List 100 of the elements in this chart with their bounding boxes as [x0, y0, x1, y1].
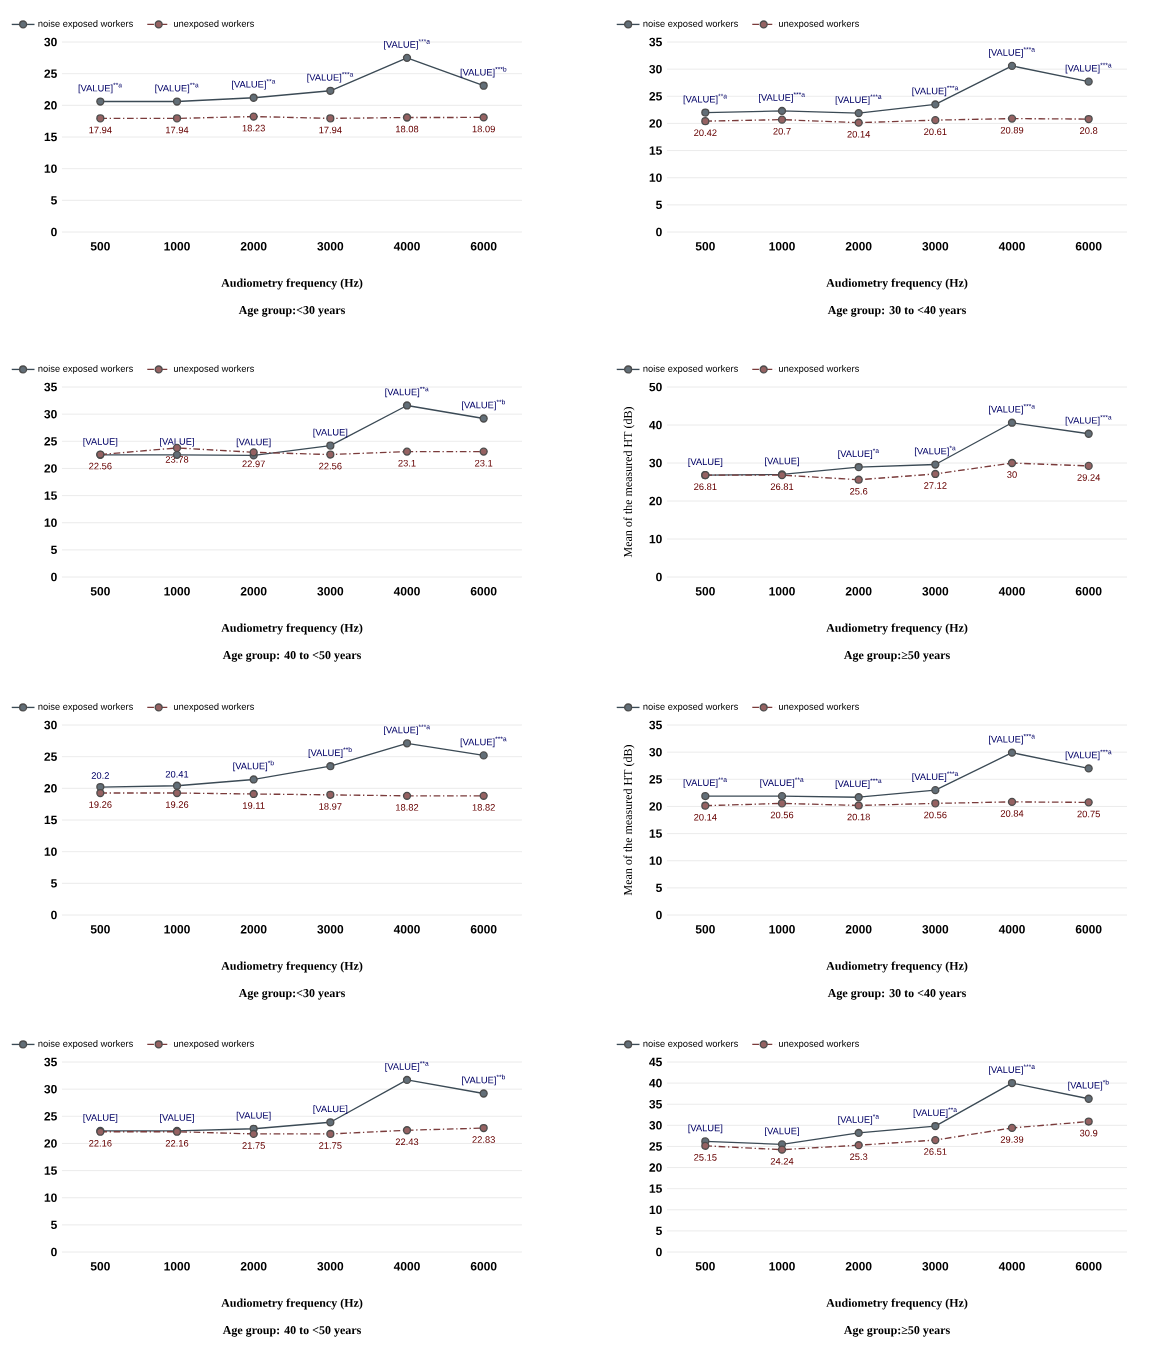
y-tick-label: 20	[649, 1163, 662, 1172]
x-tick-label: 500	[695, 925, 715, 934]
y-tick-label: 35	[44, 382, 57, 392]
y-tick-label: 25	[649, 92, 662, 101]
data-label: 20.42	[694, 129, 717, 137]
x-tick-label: 3000	[922, 925, 949, 934]
data-label: [VALUE]$^{**a}$	[385, 386, 429, 398]
x-tick-label: 6000	[1075, 587, 1102, 596]
data-label: 20.75	[1077, 810, 1100, 818]
data-label: [VALUE]	[236, 438, 271, 448]
data-label: [VALUE]$^{***a}$	[989, 47, 1035, 58]
legend-label: unexposed workers	[778, 365, 859, 374]
x-tick-label: 1000	[164, 242, 190, 251]
legend-label: noise exposed workers	[38, 365, 133, 374]
y-tick-label: 20	[44, 464, 57, 473]
y-tick-label: 25	[649, 775, 662, 784]
data-label: [VALUE]$^{***a}$	[384, 39, 430, 50]
data-label: 24.24	[770, 1157, 794, 1165]
x-tick-label: 2000	[845, 242, 872, 251]
data-label: [VALUE]$^{*a}$	[838, 448, 880, 459]
data-label: 30	[1007, 471, 1017, 478]
data-label: [VALUE]$^{***a}$	[460, 736, 507, 748]
legend-label: unexposed workers	[173, 1040, 254, 1049]
text: Age group:<30 years	[238, 306, 345, 317]
text: Age group:≥50 years	[843, 1326, 950, 1337]
legend-label: noise exposed workers	[38, 703, 133, 712]
data-label: 22.97	[242, 460, 265, 468]
data-label: 17.94	[166, 126, 189, 134]
text: Age group:<30 years	[238, 989, 345, 1000]
data-label: 29.39	[1000, 1136, 1024, 1143]
data-label: 20.56	[924, 811, 947, 819]
y-tick-label: 20	[44, 784, 57, 793]
y-tick-label: 10	[649, 534, 662, 544]
data-label: 20.14	[694, 813, 717, 821]
y-tick-label: 50	[649, 382, 662, 392]
data-label: [VALUE]$^{*b}$	[1068, 1079, 1109, 1091]
x-tick-label: 4000	[393, 925, 420, 934]
legend-label: noise exposed workers	[38, 20, 133, 29]
y-tick-label: 10	[44, 847, 57, 856]
y-tick-label: 15	[44, 132, 57, 142]
data-label: [VALUE]	[688, 1124, 723, 1134]
data-label: 23.78	[165, 456, 189, 463]
data-label: 17.94	[89, 126, 112, 134]
y-tick-label: 30	[649, 458, 662, 468]
y-tick-label: 5	[50, 196, 57, 205]
y-tick-label: 25	[44, 752, 57, 761]
x-tick-label: 6000	[1075, 242, 1102, 251]
x-tick-label: 6000	[470, 925, 497, 934]
data-label: [VALUE]$^{***a}$	[1065, 749, 1112, 761]
x-tick-label: 4000	[998, 1262, 1025, 1271]
x-tick-label: 3000	[922, 587, 949, 596]
x-tick-label: 3000	[317, 1262, 344, 1271]
data-label: [VALUE]	[83, 1114, 118, 1123]
data-label: [VALUE]$^{**a}$	[913, 1107, 957, 1118]
x-tick-label: 3000	[922, 1262, 949, 1271]
legend-label: unexposed workers	[173, 365, 254, 374]
data-label: 19.11	[243, 802, 265, 809]
x-tick-label: 4000	[393, 1262, 420, 1271]
x-tick-label: 6000	[470, 1262, 497, 1271]
x-tick-label: 4000	[998, 242, 1025, 251]
data-label: 20.89	[1000, 126, 1024, 134]
data-label: [VALUE]$^{**b}$	[308, 747, 352, 758]
y-tick-label: 5	[50, 545, 57, 555]
data-label: 18.23	[242, 124, 265, 132]
y-tick-label: 20	[44, 101, 57, 110]
data-label: [VALUE]$^{**b}$	[462, 1074, 506, 1086]
y-tick-label: 5	[50, 1220, 57, 1230]
text: Age group: 30 to <40 years	[827, 306, 966, 317]
data-label: [VALUE]$^{***a}$	[835, 778, 882, 789]
data-label: [VALUE]$^{***a}$	[384, 724, 430, 736]
y-tick-label: 30	[44, 37, 57, 47]
data-label: 19.26	[166, 801, 189, 808]
legend-label: noise exposed workers	[643, 703, 738, 712]
y-tick-label: 5	[655, 1226, 662, 1236]
x-axis-title: Audiometry frequency (Hz)	[221, 1298, 363, 1310]
legend-label: noise exposed workers	[643, 20, 738, 29]
data-label: 26.81	[770, 483, 794, 490]
y-tick-label: 10	[44, 164, 57, 173]
x-tick-label: 1000	[769, 242, 795, 251]
data-label: 18.82	[396, 804, 419, 811]
data-label: 20.8	[1080, 127, 1098, 134]
x-tick-label: 3000	[317, 587, 344, 596]
y-tick-label: 15	[44, 815, 57, 825]
x-tick-label: 3000	[317, 242, 344, 251]
y-tick-label: 25	[44, 1112, 57, 1121]
y-tick-label: 20	[649, 496, 662, 506]
data-label: [VALUE]$^{*b}$	[233, 760, 274, 772]
data-label: [VALUE]	[313, 1105, 348, 1115]
x-tick-label: 2000	[240, 925, 267, 934]
legend-label: noise exposed workers	[643, 1040, 738, 1049]
x-tick-label: 1000	[769, 925, 795, 934]
data-label: [VALUE]	[160, 1114, 194, 1123]
data-label: 25.15	[694, 1154, 717, 1161]
legend-label: unexposed workers	[173, 703, 254, 712]
y-tick-label: 30	[649, 1121, 662, 1130]
x-tick-label: 500	[90, 242, 110, 251]
y-tick-label: 30	[649, 747, 662, 757]
data-label: 20.2	[91, 772, 109, 779]
data-label: 17.94	[319, 126, 342, 134]
data-label: 22.43	[395, 1138, 419, 1146]
